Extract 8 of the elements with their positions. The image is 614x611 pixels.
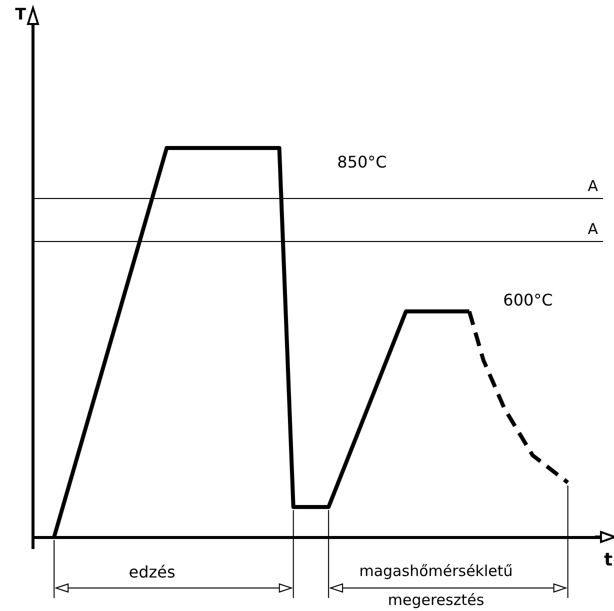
annotation: 600°C (503, 290, 553, 310)
x-axis-title: t (604, 550, 613, 570)
ref-line-label: A (588, 177, 599, 196)
ref-line-label: A (588, 220, 599, 238)
text: magashőmérsékletű megeresztés (359, 562, 513, 609)
text: edzés (128, 562, 176, 582)
annotation: 850°C (337, 152, 387, 172)
text: T (15, 4, 26, 24)
